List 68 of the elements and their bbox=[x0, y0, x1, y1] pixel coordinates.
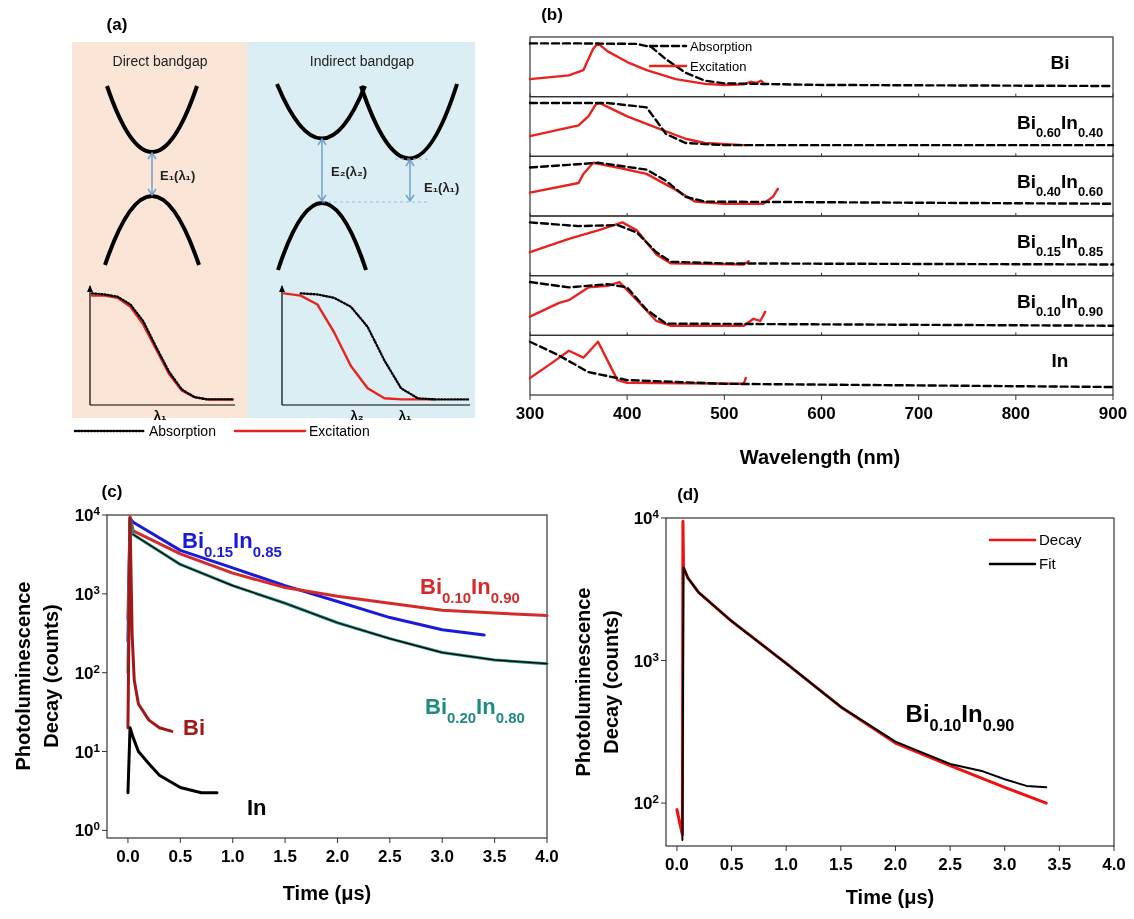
x-tick-label: 500 bbox=[710, 404, 739, 423]
text: λ₁ bbox=[398, 408, 412, 423]
series-label: In bbox=[247, 795, 267, 820]
text: (a) bbox=[106, 15, 128, 34]
series-label: Bi$_{0.15}$In$_{0.85}$ bbox=[182, 528, 282, 560]
x-tick-label: 3.5 bbox=[1047, 855, 1072, 874]
x-tick-label: 2.0 bbox=[325, 847, 350, 866]
x-tick-label: 700 bbox=[904, 404, 933, 423]
legend-label: Fit bbox=[1039, 555, 1057, 573]
y-tick-label: 10$^{3}$ bbox=[633, 650, 659, 671]
y-tick-label: 10$^{3}$ bbox=[74, 583, 100, 604]
x-tick-label: 0.0 bbox=[665, 855, 689, 874]
x-axis-title: Time (μs) bbox=[845, 886, 935, 908]
legend-label: Absorption bbox=[149, 422, 216, 439]
chart-title: (d) bbox=[677, 485, 699, 504]
text: E₁(λ₁) bbox=[424, 180, 460, 195]
y-axis-title: Photoluminescence Decay (counts) bbox=[572, 587, 622, 777]
legend-label: Excitation bbox=[309, 422, 370, 439]
x-tick-label: 3.0 bbox=[992, 855, 1017, 874]
x-tick-label: 900 bbox=[1098, 404, 1128, 423]
text: E₂(λ₂) bbox=[331, 164, 368, 179]
x-tick-label: 2.5 bbox=[378, 847, 402, 866]
x-tick-label: 1.5 bbox=[273, 847, 297, 866]
annotation: Bi bbox=[1050, 51, 1070, 73]
x-tick-label: 800 bbox=[1001, 404, 1031, 423]
y-tick-label: 10$^{4}$ bbox=[633, 508, 660, 528]
text: E₁(λ₁) bbox=[160, 168, 196, 183]
annotation: Bi$_{0.10}$In$_{0.90}$ bbox=[905, 700, 1015, 734]
series-label: Bi bbox=[183, 715, 205, 740]
x-tick-label: 2.0 bbox=[883, 855, 908, 874]
annotation: Bi$_{0.10}$In$_{0.90}$ bbox=[1016, 290, 1104, 318]
x-tick-label: 4.0 bbox=[535, 847, 559, 866]
annotation: Bi$_{0.15}$In$_{0.85}$ bbox=[1016, 230, 1104, 259]
y-tick-label: 10$^{2}$ bbox=[74, 662, 100, 683]
x-tick-label: 3.0 bbox=[430, 847, 455, 866]
x-tick-label: 1.0 bbox=[220, 847, 245, 866]
legend-label: Excitation bbox=[690, 58, 747, 74]
y-tick-label: 10$^{1}$ bbox=[74, 741, 101, 762]
chart-title: (c) bbox=[101, 482, 123, 501]
x-tick-label: 2.5 bbox=[938, 855, 962, 874]
text: λ₁ bbox=[153, 408, 167, 423]
annotation: In bbox=[1051, 350, 1069, 372]
x-tick-label: 600 bbox=[807, 404, 836, 423]
x-tick-label: 3.5 bbox=[482, 847, 507, 866]
series-label: Bi$_{0.20}$In$_{0.80}$ bbox=[425, 694, 525, 726]
x-tick-label: 0.5 bbox=[719, 855, 744, 874]
x-tick-label: 1.5 bbox=[829, 855, 853, 874]
x-axis-title: Time (μs) bbox=[282, 882, 372, 904]
y-tick-label: 10$^{0}$ bbox=[74, 820, 100, 841]
x-tick-label: 1.0 bbox=[774, 855, 799, 874]
legend-label: Absorption bbox=[690, 38, 753, 54]
legend-label: Decay bbox=[1039, 531, 1083, 549]
x-tick-label: 300 bbox=[515, 404, 545, 423]
x-tick-label: 0.5 bbox=[168, 847, 193, 866]
y-axis-title: Photoluminescence Decay (counts) bbox=[12, 581, 62, 771]
text: λ₂ bbox=[350, 408, 364, 423]
text: Indirect bandgap bbox=[309, 53, 415, 69]
series-label: Bi$_{0.10}$In$_{0.90}$ bbox=[420, 574, 520, 606]
x-tick-label: 4.0 bbox=[1102, 855, 1126, 874]
y-tick-label: 10$^{2}$ bbox=[633, 793, 659, 814]
x-tick-label: 400 bbox=[612, 404, 642, 423]
annotation: Bi$_{0.60}$In$_{0.40}$ bbox=[1016, 111, 1104, 139]
text: Direct bandgap bbox=[112, 53, 208, 69]
y-tick-label: 10$^{4}$ bbox=[74, 505, 101, 525]
x-axis-title: Wavelength (nm) bbox=[739, 446, 901, 468]
chart-title: (b) bbox=[541, 5, 563, 24]
x-tick-label: 0.0 bbox=[116, 847, 140, 866]
annotation: Bi$_{0.40}$In$_{0.60}$ bbox=[1016, 171, 1104, 199]
